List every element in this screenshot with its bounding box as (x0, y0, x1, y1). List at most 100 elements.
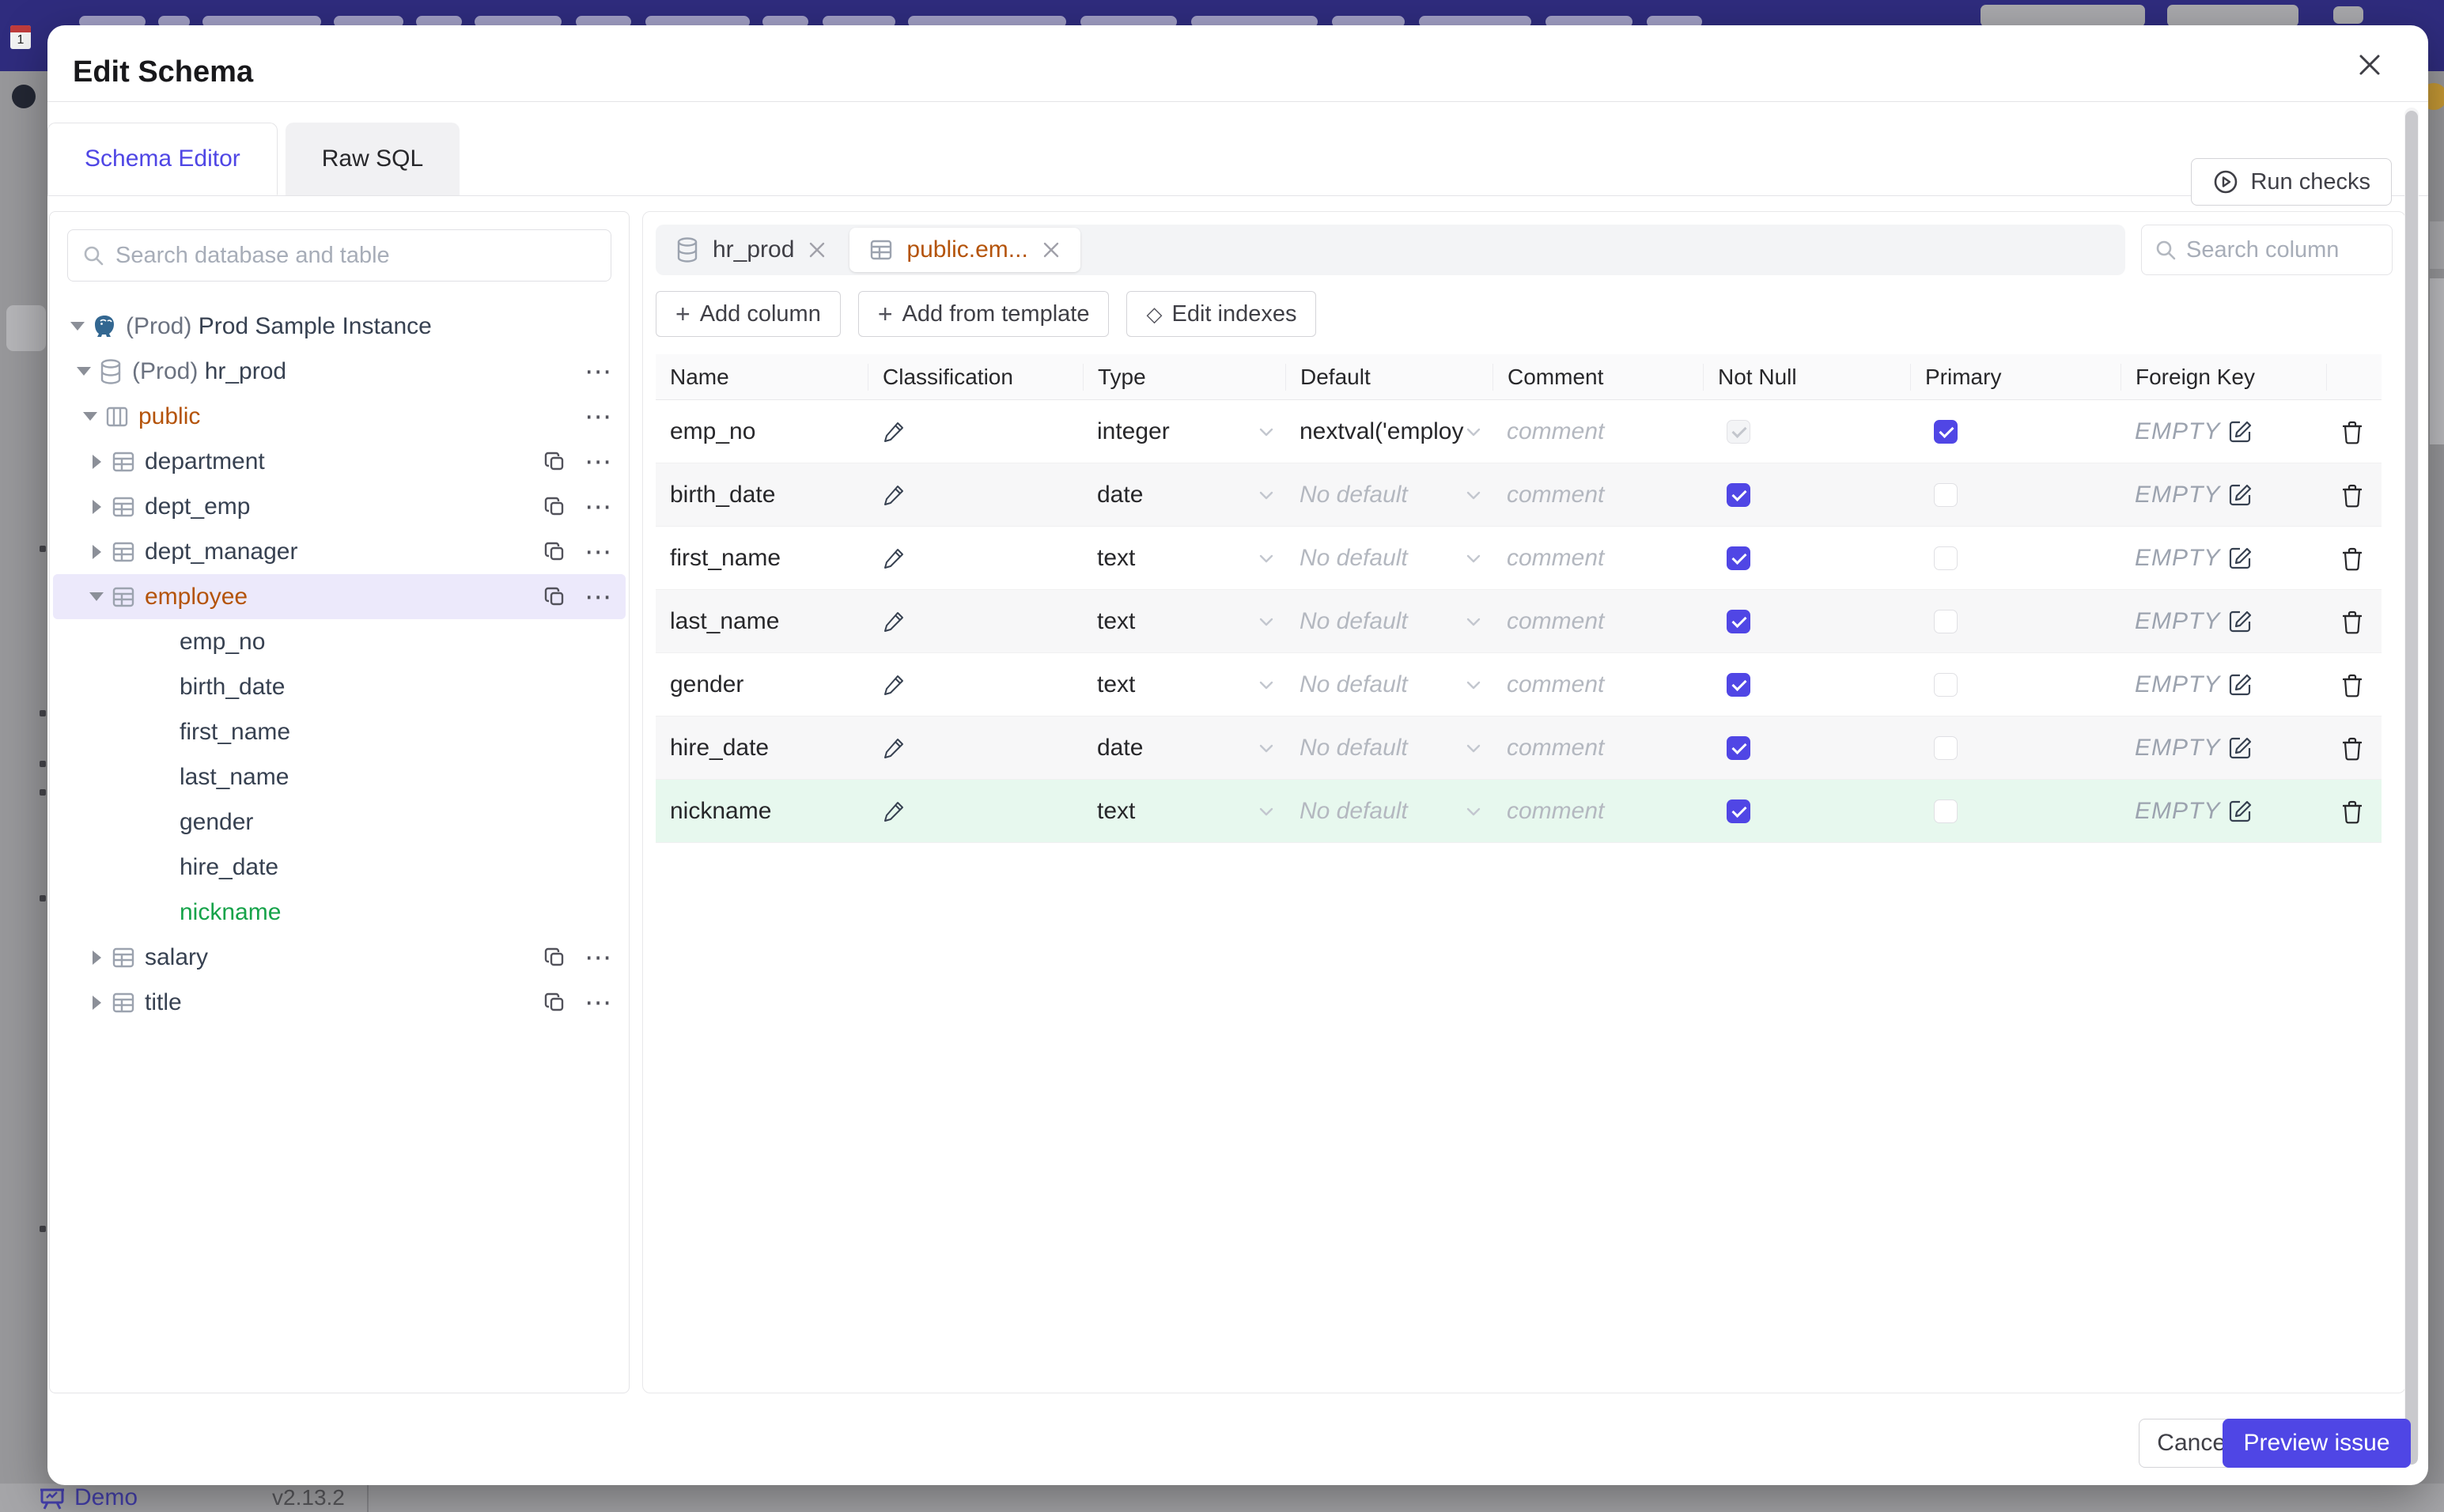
edit-icon[interactable] (2228, 609, 2253, 634)
type-select[interactable]: date (1083, 482, 1285, 508)
tab-schema-editor[interactable]: Schema Editor (47, 123, 278, 195)
pencil-icon[interactable] (882, 610, 906, 633)
tree-item-title[interactable]: title ⋯ (53, 980, 626, 1025)
chevron-right-icon[interactable] (85, 950, 108, 965)
checkbox[interactable] (1934, 672, 1958, 697)
more-menu-icon[interactable]: ⋯ (585, 446, 613, 477)
comment-input[interactable]: comment (1507, 734, 1605, 761)
copy-icon[interactable] (543, 585, 567, 609)
tree-search-box[interactable] (67, 229, 611, 282)
tree-item-gender[interactable]: gender (180, 808, 254, 835)
tree-item-birth_date[interactable]: birth_date (180, 673, 286, 700)
comment-input[interactable]: comment (1507, 418, 1605, 444)
column-name[interactable]: last_name (670, 607, 780, 634)
column-name[interactable]: hire_date (670, 734, 770, 761)
column-name[interactable]: gender (670, 671, 744, 697)
more-menu-icon[interactable]: ⋯ (585, 581, 613, 612)
copy-icon[interactable] (543, 540, 567, 564)
tree-item-nickname[interactable]: nickname (180, 898, 282, 925)
checkbox[interactable] (1727, 482, 1750, 507)
more-menu-icon[interactable]: ⋯ (585, 356, 613, 387)
type-select[interactable]: text (1083, 671, 1285, 698)
comment-input[interactable]: comment (1507, 481, 1605, 508)
chevron-down-icon[interactable] (85, 592, 108, 601)
checkbox[interactable] (1934, 546, 1958, 570)
checkbox[interactable] (1727, 799, 1750, 823)
tab-raw-sql[interactable]: Raw SQL (285, 123, 460, 195)
checkbox[interactable] (1934, 735, 1958, 760)
default-select[interactable]: No default (1285, 735, 1493, 762)
trash-icon[interactable] (2340, 482, 2364, 508)
demo-link[interactable]: Demo (74, 1484, 138, 1510)
tree-item-department[interactable]: department ⋯ (53, 439, 626, 484)
type-select[interactable]: text (1083, 545, 1285, 572)
more-menu-icon[interactable]: ⋯ (585, 987, 613, 1018)
copy-icon[interactable] (543, 495, 567, 519)
checkbox[interactable] (1934, 482, 1958, 507)
edit-icon[interactable] (2228, 672, 2253, 697)
pencil-icon[interactable] (882, 799, 906, 823)
checkbox[interactable] (1727, 735, 1750, 760)
column-name[interactable]: first_name (670, 544, 781, 571)
column-search-input[interactable] (2186, 236, 2379, 263)
editor-tab-publicem[interactable]: public.em... (849, 228, 1080, 272)
checkbox[interactable] (1727, 672, 1750, 697)
chevron-down-icon[interactable] (78, 412, 102, 421)
tree-search-input[interactable] (115, 242, 596, 269)
checkbox[interactable] (1934, 799, 1958, 823)
tree-item-salary[interactable]: salary ⋯ (53, 935, 626, 980)
column-name[interactable]: nickname (670, 797, 772, 824)
type-select[interactable]: date (1083, 735, 1285, 762)
tree-item-hire_date[interactable]: hire_date (180, 853, 279, 880)
tree-item-emp_no[interactable]: emp_no (180, 628, 266, 655)
chevron-down-icon[interactable] (72, 367, 96, 376)
editor-tab-hr_prod[interactable]: hr_prod (656, 225, 846, 275)
chevron-down-icon[interactable] (66, 322, 89, 331)
default-select[interactable]: nextval('employ (1285, 418, 1493, 445)
close-icon[interactable] (1041, 240, 1061, 260)
column-name[interactable]: emp_no (670, 418, 756, 444)
default-select[interactable]: No default (1285, 671, 1493, 698)
edit-icon[interactable] (2228, 799, 2253, 824)
comment-input[interactable]: comment (1507, 797, 1605, 824)
tree-item-employee[interactable]: employee ⋯ (53, 574, 626, 619)
pencil-icon[interactable] (882, 673, 906, 697)
tree-item-first_name[interactable]: first_name (180, 718, 291, 745)
edit-icon[interactable] (2228, 482, 2253, 508)
pencil-icon[interactable] (882, 546, 906, 570)
trash-icon[interactable] (2340, 672, 2364, 697)
edit-icon[interactable] (2228, 546, 2253, 571)
comment-input[interactable]: comment (1507, 544, 1605, 571)
pencil-icon[interactable] (882, 420, 906, 444)
pencil-icon[interactable] (882, 736, 906, 760)
copy-icon[interactable] (543, 946, 567, 970)
comment-input[interactable]: comment (1507, 607, 1605, 634)
type-select[interactable]: text (1083, 608, 1285, 635)
more-menu-icon[interactable]: ⋯ (585, 942, 613, 973)
preview-issue-button[interactable]: Preview issue (2223, 1419, 2411, 1468)
default-select[interactable]: No default (1285, 482, 1493, 508)
trash-icon[interactable] (2340, 546, 2364, 571)
close-icon[interactable] (807, 240, 827, 260)
chevron-right-icon[interactable] (85, 995, 108, 1010)
edit-icon[interactable] (2228, 735, 2253, 761)
chevron-right-icon[interactable] (85, 544, 108, 559)
chevron-right-icon[interactable] (85, 454, 108, 469)
checkbox[interactable] (1934, 609, 1958, 633)
add-from-template-button[interactable]: + Add from template (857, 291, 1110, 337)
tree-item-Prod Sample Instance[interactable]: (Prod) Prod Sample Instance (53, 304, 626, 349)
edit-indexes-button[interactable]: ◇ Edit indexes (1126, 291, 1317, 337)
copy-icon[interactable] (543, 991, 567, 1015)
trash-icon[interactable] (2340, 419, 2364, 444)
trash-icon[interactable] (2340, 799, 2364, 824)
checkbox[interactable] (1727, 609, 1750, 633)
comment-input[interactable]: comment (1507, 671, 1605, 697)
more-menu-icon[interactable]: ⋯ (585, 491, 613, 522)
checkbox[interactable] (1727, 546, 1750, 570)
copy-icon[interactable] (543, 450, 567, 474)
tree-item-dept_emp[interactable]: dept_emp ⋯ (53, 484, 626, 529)
default-select[interactable]: No default (1285, 608, 1493, 635)
pencil-icon[interactable] (882, 483, 906, 507)
type-select[interactable]: text (1083, 798, 1285, 825)
more-menu-icon[interactable]: ⋯ (585, 536, 613, 567)
